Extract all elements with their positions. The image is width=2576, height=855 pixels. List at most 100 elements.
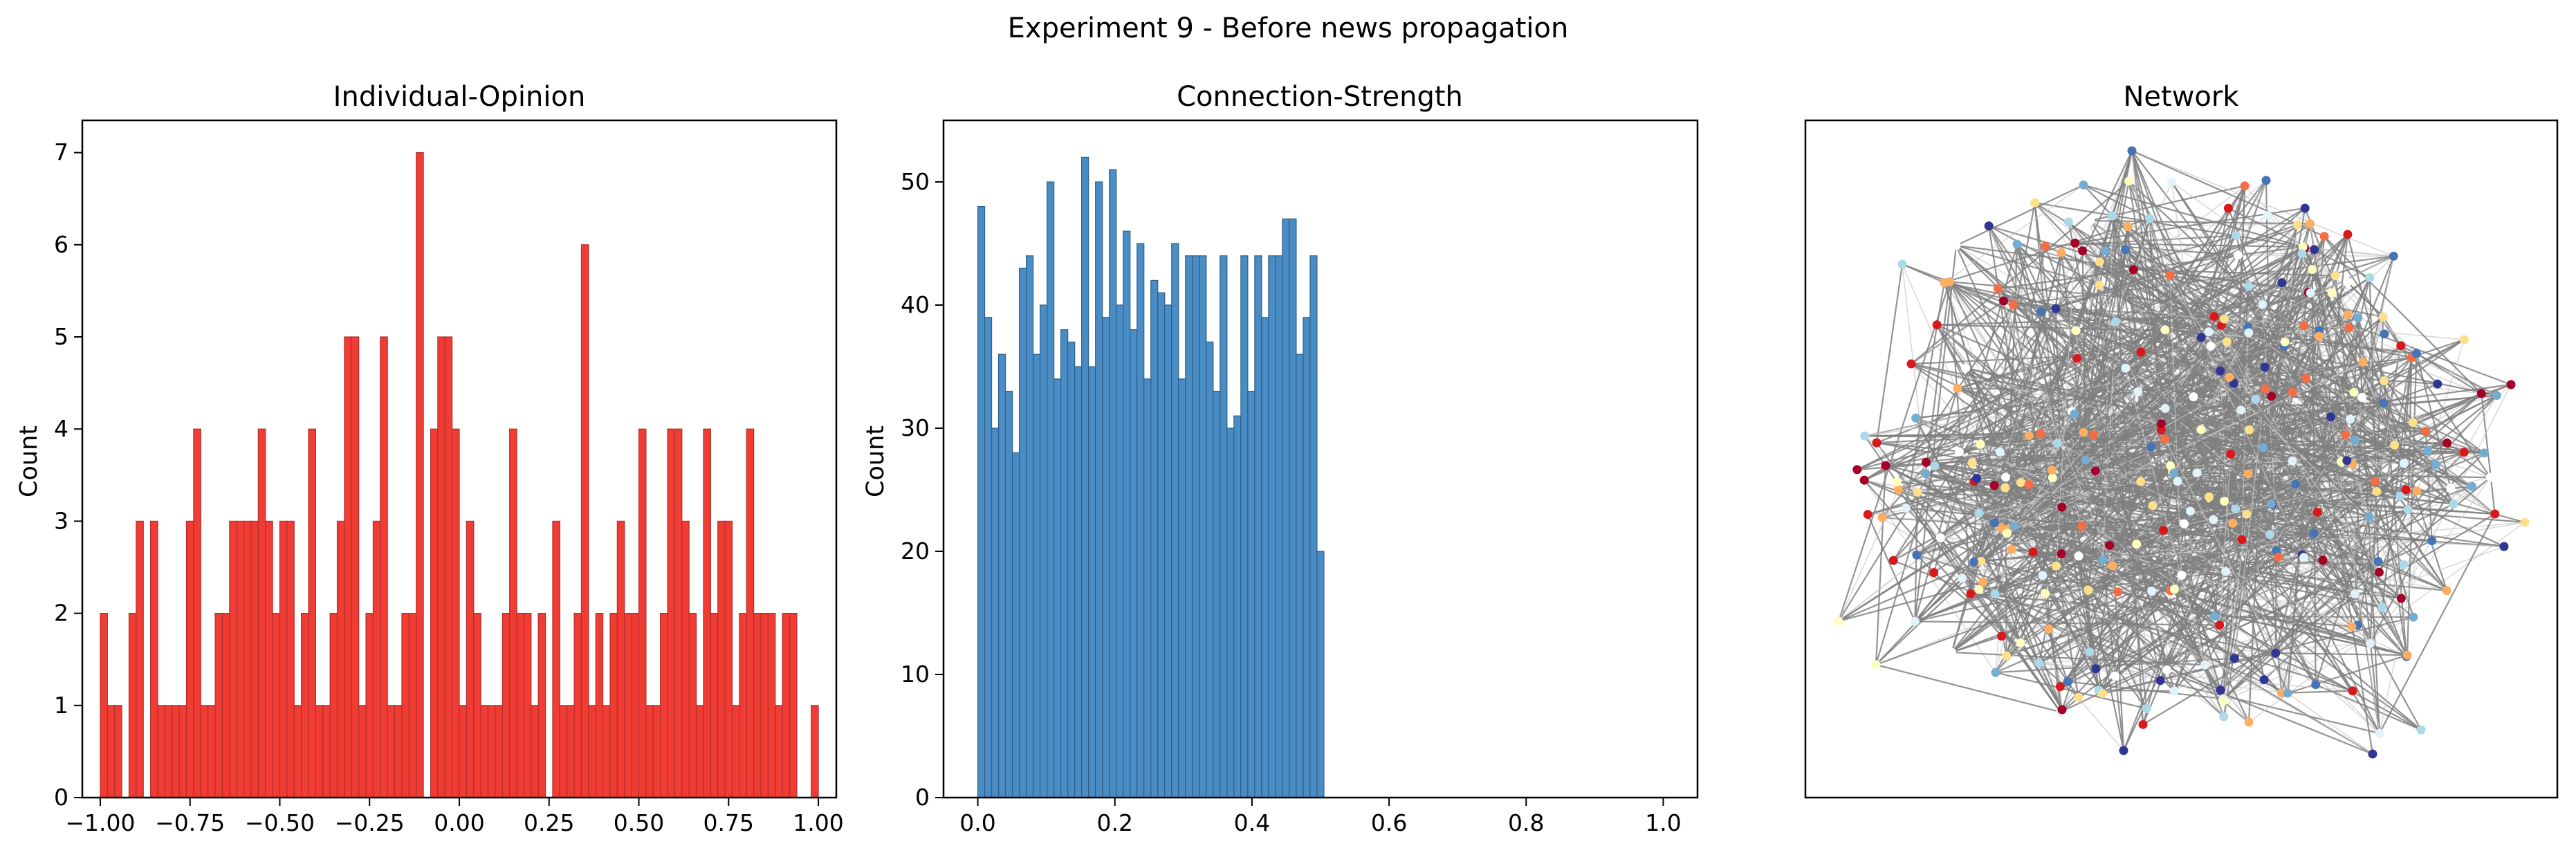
network-edge: [1962, 577, 2221, 691]
network-node: [2064, 217, 2074, 227]
bar: [695, 705, 704, 798]
network-node: [2265, 530, 2275, 540]
bar: [1206, 341, 1214, 798]
bar: [286, 520, 295, 798]
network-node: [2036, 429, 2045, 439]
network-node: [2226, 450, 2236, 459]
network-node: [2155, 676, 2165, 686]
network-node: [2245, 425, 2254, 434]
network-edge: [1997, 288, 2113, 567]
network-edge: [1970, 593, 2352, 627]
network-node: [2159, 526, 2169, 535]
bar: [1109, 169, 1117, 798]
bar: [1150, 279, 1159, 798]
network-node: [2095, 257, 2104, 267]
bar: [1137, 243, 1145, 798]
network-node: [2409, 612, 2418, 622]
axes-connection-strength: 0.0 0.2 0.4 0.6 0.8 1.0 0 10 20 30 40 50: [901, 119, 1699, 836]
bar: [322, 705, 331, 798]
network-edge: [2087, 226, 2129, 591]
network-node: [1893, 485, 1903, 495]
network-node: [2399, 459, 2409, 468]
network-edge: [2005, 476, 2495, 515]
network-node: [1978, 578, 1988, 587]
network-node: [2236, 405, 2246, 415]
network-edge: [2048, 628, 2069, 682]
network-edge: [2247, 473, 2380, 734]
network-node: [2401, 485, 2411, 495]
network-node: [1958, 573, 1967, 583]
network-edge: [1972, 462, 2272, 506]
network-node: [2142, 704, 2151, 713]
network-node: [2016, 638, 2025, 647]
network-node: [1974, 585, 1984, 594]
network-node: [2041, 241, 2050, 251]
network-edge: [2090, 220, 2473, 487]
bar: [1040, 304, 1048, 798]
network-edge: [2088, 589, 2373, 755]
network-node: [1976, 439, 1985, 449]
network-edge: [1994, 387, 2266, 486]
network-edge: [2407, 358, 2413, 510]
network-edge: [2001, 636, 2061, 688]
network-node: [2051, 304, 2061, 313]
network-node: [1859, 475, 1869, 485]
network-edge: [2381, 358, 2413, 608]
network-node: [2160, 325, 2170, 335]
bar: [473, 613, 481, 798]
network-edge: [2314, 249, 2394, 257]
network-edge: [2164, 329, 2447, 591]
network-edge: [1902, 264, 1926, 474]
network-edge: [1980, 269, 2135, 445]
x-tick-label: 0.50: [614, 809, 664, 836]
bar: [150, 520, 158, 798]
network-node: [2442, 586, 2451, 596]
network-node: [2169, 686, 2179, 696]
network-node: [2215, 620, 2225, 630]
network-node: [2110, 671, 2119, 681]
bar: [221, 613, 230, 798]
network-node: [2079, 180, 2088, 190]
network-node: [1974, 508, 1984, 518]
network-node: [2344, 323, 2354, 333]
network-node: [1906, 359, 1916, 369]
network-node: [2368, 749, 2377, 759]
bar: [229, 520, 237, 798]
network-node: [2001, 472, 2011, 482]
bar: [509, 428, 517, 798]
bar: [991, 428, 1000, 798]
y-axis-label-connection-strength: Count: [862, 425, 890, 497]
network-node: [2378, 312, 2388, 322]
network-node: [2002, 651, 2012, 661]
network-node: [2128, 265, 2138, 275]
bar: [1240, 255, 1249, 798]
network-edge: [2161, 429, 2293, 462]
x-tick-label: 0.8: [1508, 809, 1544, 836]
network-edge: [2152, 505, 2380, 734]
bar: [336, 520, 345, 798]
network-node: [2499, 542, 2509, 551]
bar: [430, 428, 439, 798]
network-edge: [2309, 223, 2383, 608]
x-tick-label: 0.6: [1371, 809, 1407, 836]
network-node: [2108, 561, 2117, 571]
network-node: [2225, 372, 2234, 382]
network-node: [2098, 555, 2108, 564]
bar: [236, 520, 245, 798]
network-node: [2288, 456, 2297, 466]
network-node: [2327, 288, 2337, 298]
network-edge: [1875, 663, 2061, 713]
network-edge: [2234, 516, 2370, 659]
bar: [552, 520, 560, 798]
bar: [1226, 428, 1235, 798]
network-edge: [1976, 318, 2225, 479]
network-node: [2467, 481, 2477, 491]
network-node: [1888, 555, 1898, 565]
bar: [1213, 390, 1221, 798]
network-node: [2240, 181, 2250, 191]
x-tick-label: 0.4: [1234, 809, 1270, 836]
network-node: [2427, 536, 2437, 546]
network-node: [2485, 472, 2495, 482]
network-edge: [2074, 413, 2225, 701]
network-node: [2100, 246, 2110, 255]
